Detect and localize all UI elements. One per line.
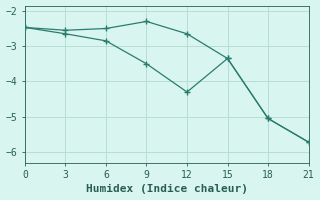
X-axis label: Humidex (Indice chaleur): Humidex (Indice chaleur) — [86, 184, 248, 194]
